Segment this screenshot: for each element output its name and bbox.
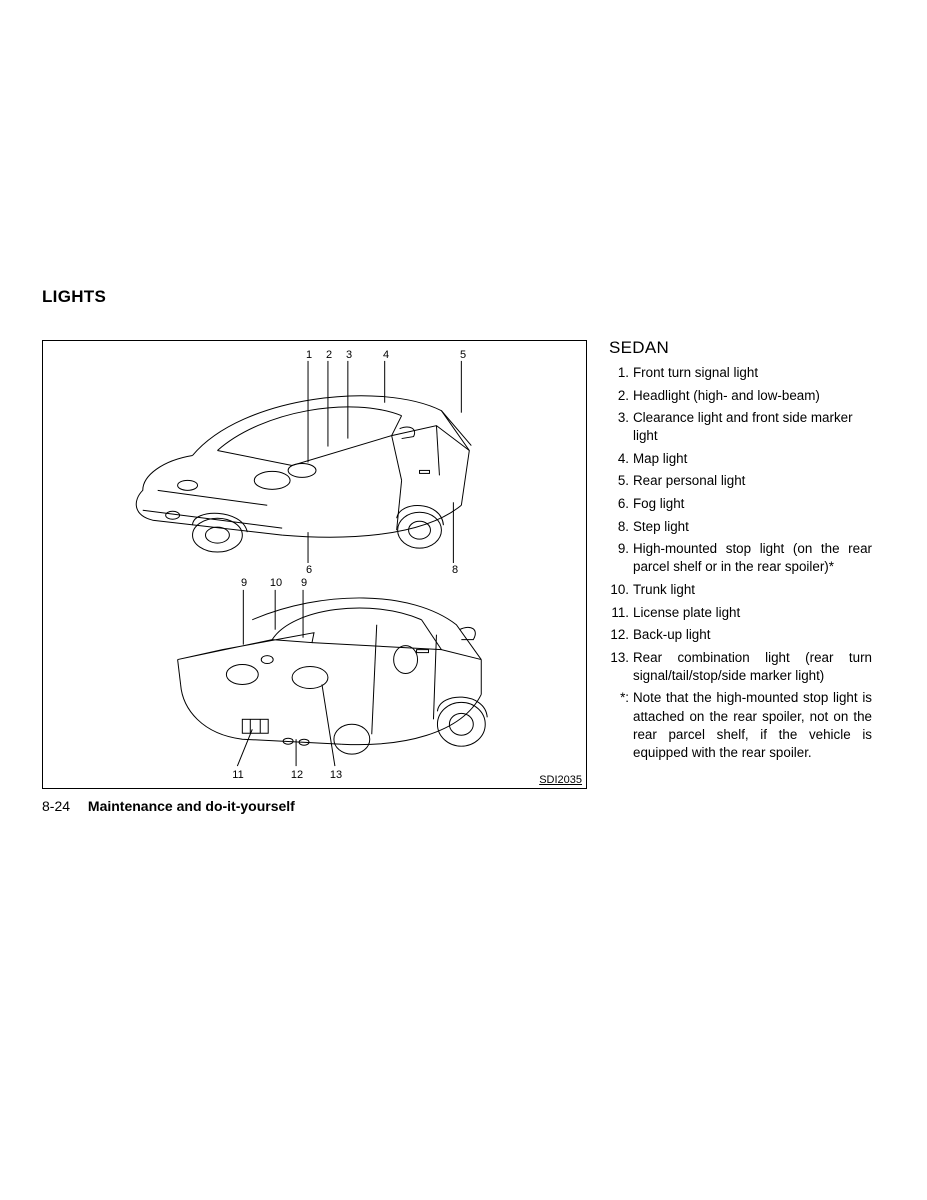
page-footer: 8-24 Maintenance and do-it-yourself	[42, 798, 295, 814]
legend-item: 13.Rear combination light (rear turn sig…	[609, 649, 872, 685]
diagram-id: SDI2035	[539, 774, 582, 786]
legend-list: 1.Front turn signal light2.Headlight (hi…	[609, 364, 872, 762]
legend-item-text: High-mounted stop light (on the rear par…	[633, 540, 872, 576]
legend-item-number: 11.	[609, 604, 629, 622]
legend-item-number: 1.	[609, 364, 629, 382]
legend-item: *:Note that the high-mounted stop light …	[609, 689, 872, 761]
legend-item: 5.Rear personal light	[609, 472, 872, 490]
legend-item-text: Trunk light	[633, 581, 872, 599]
legend-item: 9.High-mounted stop light (on the rear p…	[609, 540, 872, 576]
legend-item: 6.Fog light	[609, 495, 872, 513]
callout-9a: 9	[237, 577, 251, 589]
callout-2: 2	[322, 349, 336, 361]
legend-item-number: 8.	[609, 518, 629, 536]
legend-item-text: Fog light	[633, 495, 872, 513]
callout-10: 10	[269, 577, 283, 589]
legend-item-number: 4.	[609, 450, 629, 468]
legend-item: 3.Clearance light and front side marker …	[609, 409, 872, 445]
callout-11: 11	[231, 769, 245, 781]
legend-item-number: 10.	[609, 581, 629, 599]
legend-item-number: 13.	[609, 649, 629, 685]
legend-item-number: 5.	[609, 472, 629, 490]
legend-item-number: 6.	[609, 495, 629, 513]
legend-item: 4.Map light	[609, 450, 872, 468]
page-number: 8-24	[42, 798, 70, 814]
legend-item-text: Rear combination light (rear turn signal…	[633, 649, 872, 685]
legend-item-number: *:	[609, 689, 629, 761]
callout-6: 6	[302, 564, 316, 576]
legend-item: 2.Headlight (high- and low-beam)	[609, 387, 872, 405]
legend-item-text: Note that the high-mounted stop light is…	[633, 689, 872, 761]
legend-item: 10.Trunk light	[609, 581, 872, 599]
legend-item-text: Front turn signal light	[633, 364, 872, 382]
chapter-title: Maintenance and do-it-yourself	[88, 798, 295, 814]
legend-item-number: 9.	[609, 540, 629, 576]
legend-item-text: Clearance light and front side marker li…	[633, 409, 872, 445]
subheading: SEDAN	[609, 338, 872, 358]
legend-item-text: Map light	[633, 450, 872, 468]
section-title: LIGHTS	[42, 287, 106, 307]
callout-3: 3	[342, 349, 356, 361]
callout-1: 1	[302, 349, 316, 361]
legend-item-text: Headlight (high- and low-beam)	[633, 387, 872, 405]
callout-8: 8	[448, 564, 462, 576]
legend-item: 8.Step light	[609, 518, 872, 536]
callout-5: 5	[456, 349, 470, 361]
legend-item-text: Rear personal light	[633, 472, 872, 490]
legend-item-text: Step light	[633, 518, 872, 536]
legend-item: 1.Front turn signal light	[609, 364, 872, 382]
legend-item-text: License plate light	[633, 604, 872, 622]
legend-item-number: 3.	[609, 409, 629, 445]
legend-item: 12.Back-up light	[609, 626, 872, 644]
callout-9b: 9	[297, 577, 311, 589]
callout-12: 12	[290, 769, 304, 781]
callout-4: 4	[379, 349, 393, 361]
diagram-frame: 1 2 3 4 5 6 8 9 10 9 11 12 13 SDI2035	[42, 340, 587, 789]
legend-item-number: 12.	[609, 626, 629, 644]
legend-item: 11.License plate light	[609, 604, 872, 622]
legend-column: SEDAN 1.Front turn signal light2.Headlig…	[609, 338, 872, 766]
callout-13: 13	[329, 769, 343, 781]
legend-item-number: 2.	[609, 387, 629, 405]
legend-item-text: Back-up light	[633, 626, 872, 644]
